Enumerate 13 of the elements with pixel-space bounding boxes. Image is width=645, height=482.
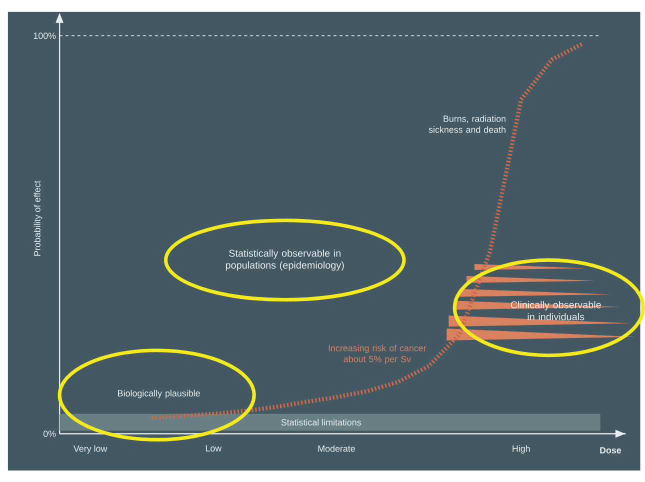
- band-label: Statistical limitations: [281, 418, 361, 426]
- annotation: Burns, radiation sickness and death: [428, 115, 506, 133]
- y-tick-label: 100%: [34, 32, 56, 39]
- x-tick-label: Very low: [73, 445, 108, 454]
- annotation: Biologically plausible: [118, 390, 200, 398]
- annotation: Statistically observable in populations (epidemiology): [226, 249, 344, 270]
- y-axis-title: Probability of effect: [34, 180, 42, 256]
- annotation: Increasing risk of cancer about 5% per Sv: [328, 344, 426, 364]
- x-tick-label: Low: [206, 445, 222, 452]
- x-tick-label: High: [512, 445, 530, 454]
- x-tick-label: Moderate: [318, 445, 355, 452]
- y-tick-label: 0%: [43, 430, 56, 437]
- x-axis-title: Dose: [600, 446, 622, 454]
